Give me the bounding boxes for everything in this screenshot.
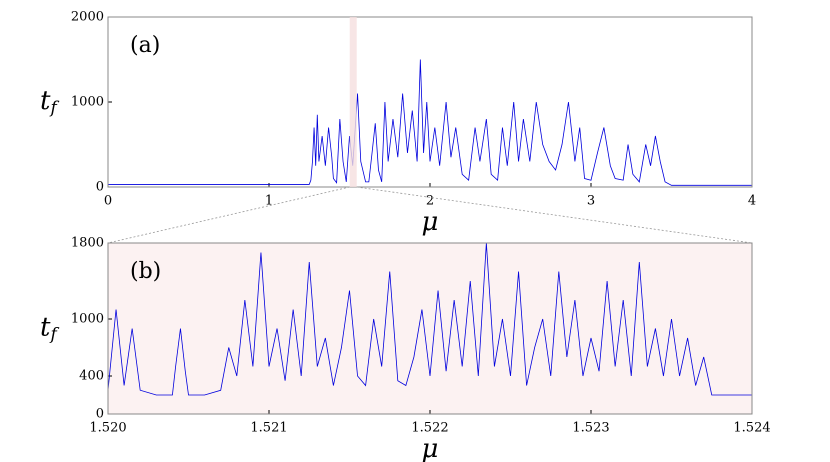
y-tick-label: 2000	[71, 10, 104, 25]
panel-label: (b)	[130, 259, 161, 284]
x-tick-label: 1.523	[572, 421, 609, 436]
y-tick-label: 1000	[71, 312, 104, 327]
y-axis-label: tf	[40, 86, 59, 118]
x-tick-label: 1.524	[733, 421, 770, 436]
x-axis-label: μ	[422, 434, 439, 462]
data-line	[108, 59, 752, 186]
y-axis-label-main: t	[40, 86, 51, 116]
data-line	[107, 242, 752, 396]
x-tick-label: 3	[587, 194, 595, 209]
zoom-highlight	[349, 17, 357, 187]
y-tick-label: 1000	[71, 95, 104, 110]
x-tick-label: 0	[104, 194, 112, 209]
x-axis-label: μ	[422, 207, 439, 237]
y-axis-label: tf	[40, 313, 59, 345]
y-tick-label: 1800	[71, 236, 104, 251]
x-tick-label: 1	[265, 194, 273, 209]
y-tick-label: 0	[96, 407, 104, 422]
y-tick-label: 0	[96, 180, 104, 195]
x-tick-label: 1.521	[250, 421, 287, 436]
plot-frame	[107, 16, 753, 188]
y-axis-label-subscript: f	[48, 324, 59, 344]
y-axis-label-subscript: f	[48, 98, 59, 118]
zoom-connector	[107, 186, 350, 244]
x-tick-label: 1.520	[89, 421, 126, 436]
x-tick-label: 2	[426, 194, 434, 209]
y-tick-label: 400	[79, 369, 104, 384]
plot-frame	[107, 242, 753, 415]
x-tick-label: 1.522	[411, 421, 448, 436]
x-tick-label: 4	[748, 194, 756, 209]
panel-label: (a)	[130, 33, 160, 58]
y-axis-label-main: t	[40, 313, 51, 343]
zoom-connector	[356, 186, 753, 244]
